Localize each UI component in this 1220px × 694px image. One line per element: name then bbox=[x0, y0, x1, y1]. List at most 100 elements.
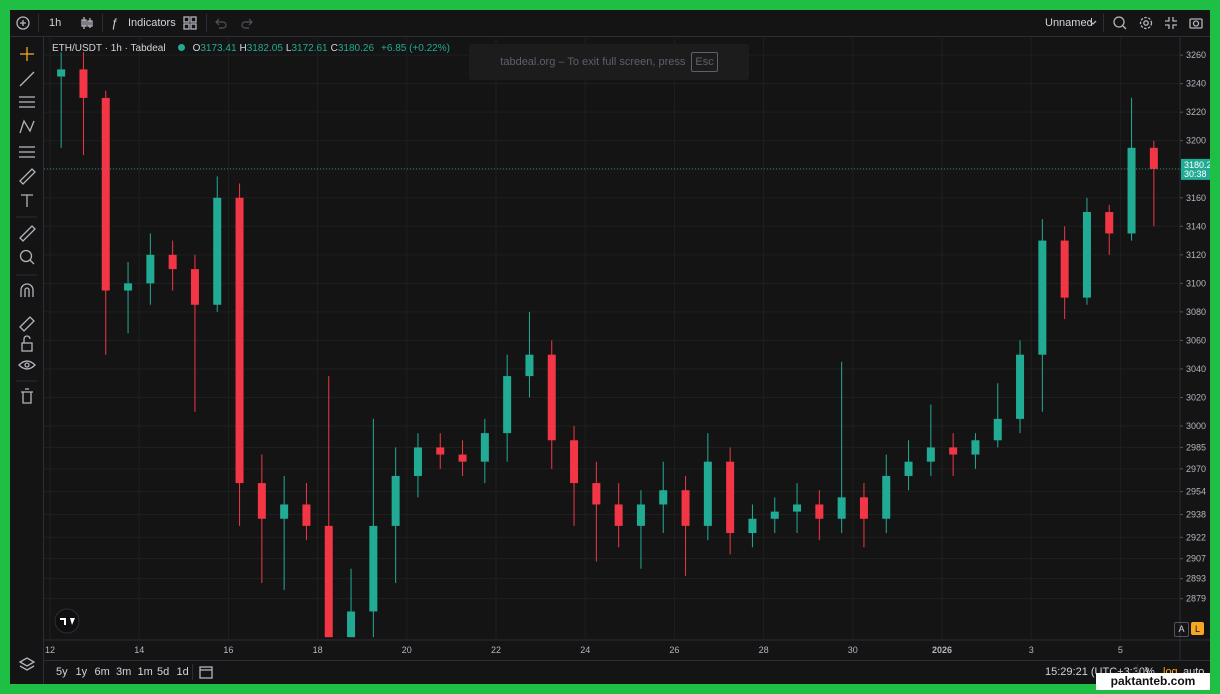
range-button[interactable]: 1d bbox=[176, 666, 189, 678]
candle-body bbox=[636, 504, 645, 526]
separator bbox=[192, 664, 193, 680]
y-tick-label: 2879 bbox=[1186, 594, 1206, 604]
symbol-search-button[interactable] bbox=[15, 15, 31, 31]
candle-body bbox=[124, 283, 133, 291]
candle-body bbox=[703, 461, 712, 526]
legend-change: +6.85 (+0.22%) bbox=[381, 43, 450, 54]
fullscreen-button[interactable] bbox=[1163, 15, 1179, 31]
y-tick-label: 3220 bbox=[1186, 107, 1206, 117]
x-tick-label: 26 bbox=[669, 645, 679, 655]
candle-body bbox=[101, 97, 110, 291]
zoom-tool[interactable] bbox=[19, 249, 35, 265]
candle-body bbox=[815, 504, 824, 519]
interval-button[interactable]: 1h bbox=[49, 17, 62, 29]
notice-key: Esc bbox=[691, 52, 718, 72]
magnet-tool[interactable] bbox=[20, 283, 34, 297]
candle-body bbox=[1105, 212, 1114, 234]
price-chart: 2879289329072922293829542970298530003020… bbox=[44, 38, 1210, 660]
range-button[interactable]: 1m bbox=[137, 666, 153, 678]
separator bbox=[206, 14, 207, 32]
candle-body bbox=[190, 269, 199, 305]
separator bbox=[1137, 664, 1138, 680]
y-tick-label: 3040 bbox=[1186, 364, 1206, 374]
candle-body bbox=[391, 475, 400, 526]
tradingview-logo[interactable] bbox=[54, 608, 80, 634]
x-tick-label: 18 bbox=[313, 645, 323, 655]
y-tick-label: 2907 bbox=[1186, 554, 1206, 564]
ohlc-value: 3180.26 bbox=[337, 43, 375, 54]
candle-body bbox=[681, 490, 690, 526]
percent-button[interactable]: % bbox=[1145, 666, 1155, 678]
candle-body bbox=[659, 490, 668, 505]
market-status-dot bbox=[177, 44, 185, 51]
bottom-toolbar-border bbox=[44, 660, 1210, 661]
range-button[interactable]: 1y bbox=[75, 666, 88, 678]
range-button[interactable]: 3m bbox=[116, 666, 132, 678]
layouts-button[interactable] bbox=[182, 15, 198, 31]
lock-drawing-tool[interactable] bbox=[19, 316, 35, 332]
candle-body bbox=[570, 440, 579, 484]
indicators-button[interactable]: Indicators bbox=[128, 17, 176, 29]
fib-tool[interactable] bbox=[19, 146, 35, 158]
bar-countdown: 30:38 bbox=[1184, 169, 1207, 179]
candle-body bbox=[168, 254, 177, 270]
candle-body bbox=[748, 518, 757, 534]
layout-menu-arrow[interactable] bbox=[1088, 18, 1098, 28]
candle-body bbox=[257, 483, 266, 519]
candle-body bbox=[525, 354, 534, 377]
indicators-icon: ƒ bbox=[111, 16, 118, 30]
x-tick-label: 20 bbox=[402, 645, 412, 655]
candle-body bbox=[1149, 147, 1158, 169]
x-tick-label: 5 bbox=[1118, 645, 1123, 655]
candle-body bbox=[793, 504, 802, 512]
object-tree-button[interactable] bbox=[18, 657, 36, 671]
y-tick-label: 2938 bbox=[1186, 509, 1206, 519]
quick-search-button[interactable] bbox=[1112, 15, 1128, 31]
undo-button[interactable] bbox=[213, 15, 229, 31]
ohlc-label: L bbox=[285, 43, 292, 54]
candle-body bbox=[503, 376, 512, 434]
y-tick-label: 2985 bbox=[1186, 442, 1206, 452]
ruler-tool[interactable] bbox=[19, 225, 36, 242]
site-watermark: paktanteb.com bbox=[1096, 673, 1210, 690]
settings-button[interactable] bbox=[1138, 15, 1154, 31]
delete-tool[interactable] bbox=[21, 388, 33, 404]
ohlc-label: H bbox=[239, 43, 247, 54]
y-tick-label: 2954 bbox=[1186, 487, 1206, 497]
candle-body bbox=[369, 525, 378, 612]
candle-body bbox=[1127, 147, 1136, 234]
range-button[interactable]: 5d bbox=[157, 666, 170, 678]
candle-body bbox=[726, 461, 735, 534]
go-to-date-button[interactable] bbox=[198, 664, 214, 680]
range-button[interactable]: 6m bbox=[94, 666, 110, 678]
crosshair-tool[interactable] bbox=[20, 47, 34, 61]
candle-body bbox=[859, 497, 868, 519]
chart-type-button[interactable] bbox=[79, 15, 95, 31]
ohlc-value: 3172.61 bbox=[291, 43, 328, 54]
brush-tool[interactable] bbox=[19, 168, 36, 185]
separator bbox=[102, 14, 103, 32]
trend-line-tool[interactable] bbox=[19, 71, 35, 87]
auto-scale-button[interactable]: A bbox=[1174, 622, 1189, 637]
layout-name-button[interactable]: Unnamed bbox=[1045, 17, 1093, 29]
separator bbox=[38, 14, 39, 32]
lock-tool[interactable] bbox=[21, 335, 33, 352]
range-button[interactable]: 5y bbox=[56, 666, 68, 678]
candle-body bbox=[547, 354, 556, 441]
app: 1h ƒ Indicators Unnamed bbox=[10, 10, 1210, 684]
candle-body bbox=[614, 504, 623, 526]
snapshot-button[interactable] bbox=[1188, 15, 1204, 31]
redo-button[interactable] bbox=[239, 15, 255, 31]
pattern-tool[interactable] bbox=[19, 119, 35, 134]
visibility-tool[interactable] bbox=[18, 360, 36, 370]
text-tool[interactable] bbox=[21, 194, 33, 207]
horizontal-lines-tool[interactable] bbox=[19, 96, 35, 108]
x-tick-label: 28 bbox=[759, 645, 769, 655]
legend-ohlc: O 3173.41 H 3182.05 L 3172.61 C 3180.26 bbox=[193, 43, 377, 54]
log-scale-button[interactable]: L bbox=[1191, 622, 1204, 635]
legend-symbol: ETH/USDT · 1h · Tabdeal bbox=[52, 43, 166, 54]
last-price-label: 3180.26 bbox=[1184, 160, 1210, 170]
candle-body bbox=[926, 447, 935, 462]
x-tick-label: 30 bbox=[848, 645, 858, 655]
